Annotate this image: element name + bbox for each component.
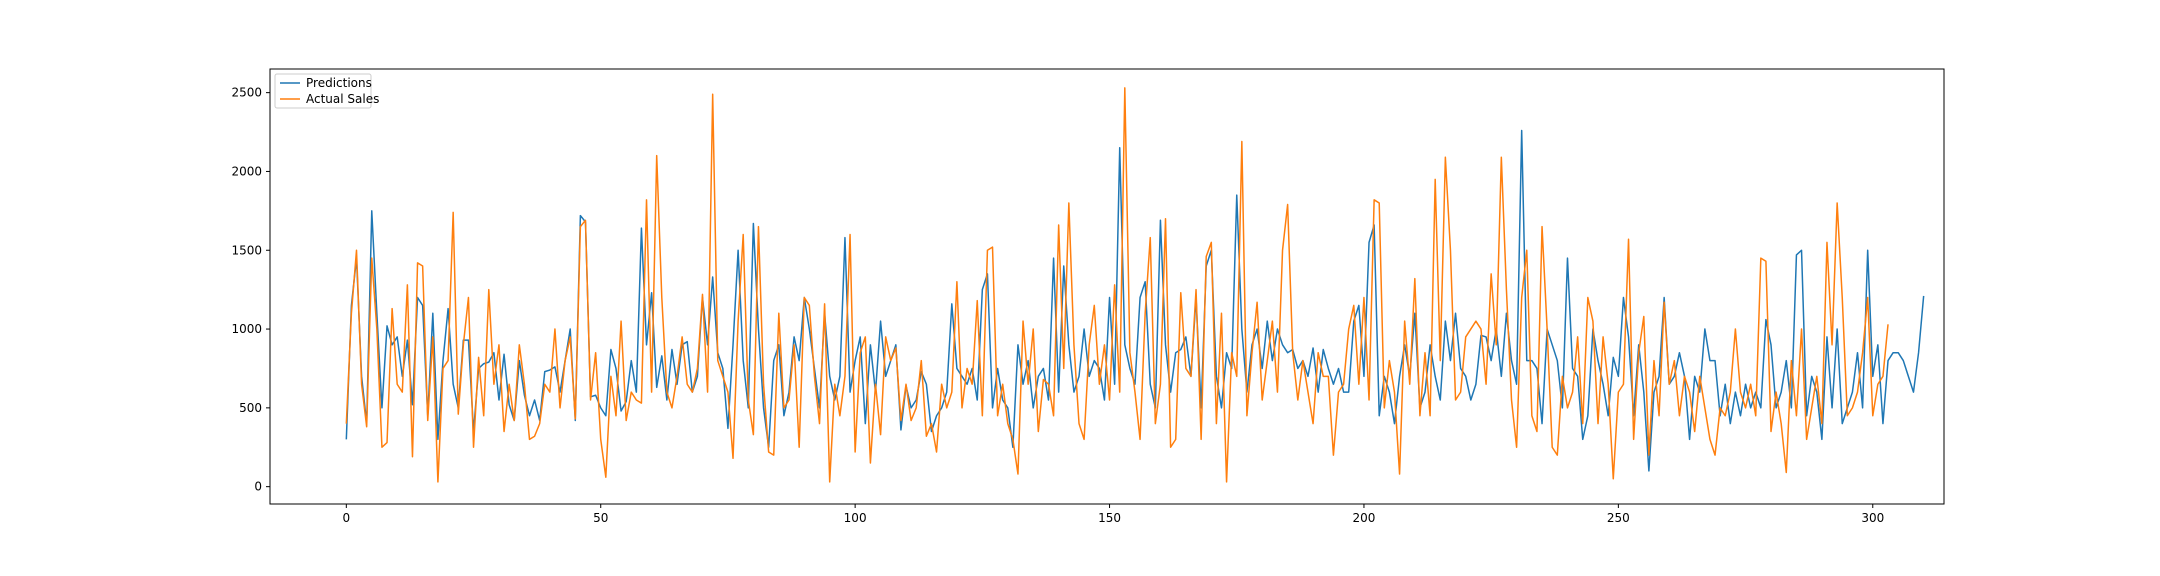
plot-area: 0 50 100 150 200 250 300 0 500 1000 1500 2000 2500 — [231, 68, 1945, 525]
x-tick-label: 150 — [1098, 511, 1121, 525]
series-line-actual-sales — [345, 87, 1889, 483]
y-tick-label: 1500 — [231, 243, 262, 257]
x-tick-label: 300 — [1861, 511, 1884, 525]
axes-frame — [269, 68, 1945, 505]
y-tick-label: 1000 — [231, 322, 262, 336]
y-tick-label: 500 — [239, 401, 262, 415]
y-axis: 0 500 1000 1500 2000 2500 — [231, 86, 270, 494]
x-tick-label: 0 — [343, 511, 351, 525]
axes-background — [270, 69, 1944, 504]
legend-label-predictions: Predictions — [306, 76, 372, 90]
x-tick-label: 100 — [844, 511, 867, 525]
x-tick-label: 200 — [1352, 511, 1375, 525]
series-line-predictions — [345, 129, 1925, 472]
x-axis: 0 50 100 150 200 250 300 — [343, 504, 1884, 525]
y-tick-label: 0 — [254, 480, 262, 494]
legend: Predictions Actual Sales — [274, 73, 379, 109]
x-tick-label: 50 — [593, 511, 608, 525]
series-layer — [345, 87, 1925, 483]
legend-label-actual-sales: Actual Sales — [306, 92, 379, 106]
x-tick-label: 250 — [1607, 511, 1630, 525]
y-tick-label: 2500 — [231, 86, 262, 100]
y-tick-label: 2000 — [231, 164, 262, 178]
